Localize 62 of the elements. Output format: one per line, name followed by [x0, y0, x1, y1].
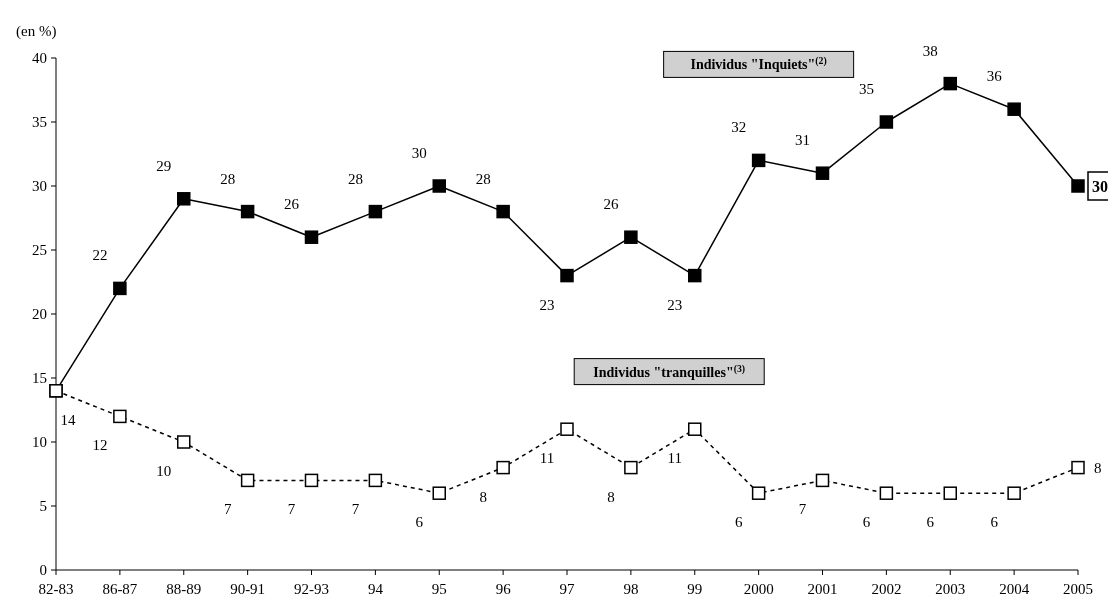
- y-tick-label: 40: [32, 50, 47, 66]
- x-tick-label: 86-87: [102, 581, 138, 597]
- x-tick-label: 99: [687, 581, 703, 597]
- x-tick-label: 2005: [1063, 581, 1093, 597]
- y-tick-label: 10: [32, 434, 47, 450]
- x-tick-label: 2004: [999, 581, 1030, 597]
- data-label: 26: [284, 196, 300, 213]
- data-label: 35: [858, 81, 874, 97]
- x-tick-label: 94: [367, 581, 384, 597]
- data-label: 38: [922, 42, 938, 59]
- y-axis-title: (en %): [16, 23, 57, 40]
- data-label: 28: [475, 170, 491, 187]
- data-label: 32: [731, 119, 747, 136]
- data-label: 8: [1094, 459, 1102, 476]
- x-tick-label: 97: [559, 581, 575, 597]
- x-tick-label: 2002: [871, 581, 902, 597]
- data-label: 6: [415, 514, 424, 531]
- y-tick-label: 25: [32, 242, 47, 258]
- data-label: 29: [156, 157, 172, 174]
- data-label: 26: [603, 196, 619, 213]
- data-label: 31: [795, 132, 810, 149]
- x-tick-label: 95: [431, 581, 447, 597]
- data-label: 7: [287, 501, 296, 518]
- data-label: 30: [411, 145, 427, 161]
- data-label: 8: [607, 488, 615, 505]
- x-tick-label: 82-83: [38, 581, 74, 597]
- data-label: 14: [60, 411, 76, 428]
- data-label: 6: [862, 514, 871, 531]
- data-label: 6: [990, 514, 999, 531]
- y-tick-label: 30: [32, 178, 47, 194]
- data-label: 36: [986, 68, 1003, 85]
- data-label: 8: [479, 488, 487, 505]
- y-tick-label: 20: [32, 306, 47, 322]
- y-tick-label: 35: [32, 114, 47, 130]
- x-tick-label: 92-93: [294, 581, 329, 597]
- data-label: 23: [539, 296, 555, 313]
- y-tick-label: 0: [39, 562, 47, 578]
- data-label: 7: [798, 501, 807, 518]
- data-label: 12: [92, 437, 108, 454]
- y-tick-label: 15: [32, 370, 47, 386]
- x-tick-label: 90-91: [230, 581, 266, 597]
- data-label: 28: [220, 170, 236, 187]
- data-label: 11: [667, 450, 682, 467]
- y-tick-label: 5: [39, 498, 47, 514]
- x-tick-label: 96: [495, 581, 512, 597]
- data-label: 22: [92, 247, 108, 264]
- x-tick-label: 98: [623, 581, 639, 597]
- x-tick-label: 88-89: [166, 581, 202, 597]
- data-label: 10: [156, 463, 172, 479]
- text: Individus "tranquilles"$^{(3)}$: [593, 362, 746, 380]
- x-tick-label: 2001: [807, 581, 838, 597]
- x-tick-label: 2003: [935, 581, 966, 597]
- data-label: 7: [351, 501, 360, 518]
- data-label: 11: [539, 450, 555, 467]
- data-label: 6: [926, 514, 935, 531]
- data-label: 28: [347, 170, 363, 187]
- x-tick-label: 2000: [743, 581, 774, 597]
- data-label: 23: [667, 296, 683, 313]
- data-label: 7: [223, 501, 232, 518]
- data-label: 30: [1092, 178, 1108, 195]
- text: Individus "Inquiets"$^{(2)}$: [690, 54, 827, 73]
- data-label: 6: [734, 514, 743, 531]
